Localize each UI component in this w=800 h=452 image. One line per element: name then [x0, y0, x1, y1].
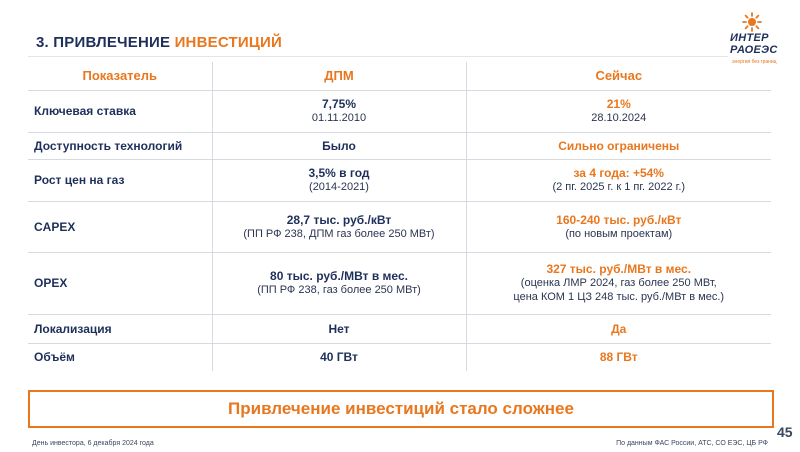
logo-line-2: РАОЕЭС	[730, 44, 778, 56]
now-cell: 88 ГВт	[465, 343, 771, 371]
now-cell: 21% 28.10.2024	[465, 90, 771, 133]
dpm-cell: 7,75% 01.11.2010	[211, 90, 466, 133]
dpm-value: 28,7 тыс. руб./кВт	[286, 212, 392, 227]
dpm-value: 3,5% в год	[308, 166, 370, 180]
row-label: Доступность технологий	[28, 132, 212, 160]
row-label: Локализация	[28, 314, 212, 344]
slide-title-accent: ИНВЕСТИЦИЙ	[174, 34, 282, 51]
row-label: Ключевая ставка	[28, 90, 212, 133]
row-label: Рост цен на газ	[28, 159, 212, 202]
now-value: 21%	[606, 97, 631, 111]
page-number: 45	[777, 424, 793, 440]
dpm-cell: 3,5% в год (2014-2021)	[211, 159, 466, 202]
slide-title: 3. ПРИВЛЕЧЕНИЕ ИНВЕСТИЦИЙ	[36, 34, 282, 51]
dpm-cell: 28,7 тыс. руб./кВт (ПП РФ 238, ДПМ газ б…	[211, 201, 466, 253]
now-cell: 160-240 тыс. руб./кВт (по новым проектам…	[465, 201, 771, 253]
header-dpm: ДПМ	[211, 62, 466, 91]
company-logo: ИНТЕР РАОЕЭС энергия без границ	[718, 12, 782, 68]
sun-logo-icon	[742, 12, 762, 32]
row-label: Объём	[34, 350, 75, 365]
table-row: Доступность технологий Было Сильно огран…	[28, 132, 771, 160]
dpm-note: (2014-2021)	[309, 181, 369, 193]
header-now: Сейчас	[465, 62, 771, 91]
now-value: за 4 года: +54%	[573, 166, 664, 180]
now-cell: Сильно ограничены	[465, 132, 771, 160]
now-value: Сильно ограничены	[558, 138, 680, 153]
dpm-cell: 80 тыс. руб./МВт в мес. (ПП РФ 238, газ …	[211, 252, 466, 315]
dpm-value: 80 тыс. руб./МВт в мес.	[270, 269, 408, 283]
dpm-cell: Нет	[211, 314, 466, 344]
table-row: Ключевая ставка 7,75% 01.11.2010 21% 28.…	[28, 90, 771, 133]
title-divider	[28, 56, 728, 57]
table-row: Локализация Нет Да	[28, 314, 771, 344]
dpm-value: Нет	[328, 321, 350, 336]
now-note-2: цена КОМ 1 ЦЗ 248 тыс. руб./МВт в мес.)	[513, 291, 725, 303]
now-value: 160-240 тыс. руб./кВт	[556, 212, 682, 227]
comparison-table: Показатель ДПМ Сейчас Ключевая ставка 7,…	[28, 62, 771, 371]
now-note: 28.10.2024	[591, 112, 647, 124]
dpm-cell: 40 ГВт	[211, 343, 466, 371]
dpm-note: (ПП РФ 238, ДПМ газ более 250 МВт)	[243, 227, 435, 240]
now-cell: за 4 года: +54% (2 пг. 2025 г. к 1 пг. 2…	[465, 159, 771, 202]
table-row: CAPEX 28,7 тыс. руб./кВт (ПП РФ 238, ДПМ…	[28, 201, 771, 253]
table-row: OPEX 80 тыс. руб./МВт в мес. (ПП РФ 238,…	[28, 252, 771, 315]
now-note: (2 пг. 2025 г. к 1 пг. 2022 г.)	[552, 181, 686, 193]
now-value: 88 ГВт	[599, 350, 638, 365]
row-label: OPEX	[28, 252, 212, 315]
dpm-note: (ПП РФ 238, газ более 250 МВт)	[257, 284, 421, 296]
slide-title-prefix: 3. ПРИВЛЕЧЕНИЕ	[36, 34, 175, 51]
logo-line-1: ИНТЕР	[730, 32, 769, 44]
now-cell: 327 тыс. руб./МВт в мес. (оценка ЛМР 202…	[465, 252, 771, 315]
dpm-value: Было	[322, 138, 356, 153]
dpm-note: 01.11.2010	[311, 112, 367, 124]
row-label: CAPEX	[28, 201, 212, 253]
now-cell: Да	[465, 314, 771, 344]
now-value: Да	[611, 321, 627, 336]
table-header-row: Показатель ДПМ Сейчас	[28, 62, 771, 91]
now-note: (по новым проектам)	[565, 227, 673, 240]
dpm-value: 7,75%	[321, 97, 357, 111]
conclusion-callout: Привлечение инвестиций стало сложнее	[28, 390, 774, 428]
table-row: Рост цен на газ 3,5% в год (2014-2021) з…	[28, 159, 771, 202]
dpm-value: 40 ГВт	[320, 350, 358, 365]
header-indicator: Показатель	[28, 62, 212, 91]
now-note: (оценка ЛМР 2024, газ более 250 МВт,	[520, 277, 717, 289]
now-value: 327 тыс. руб./МВт в мес.	[546, 262, 692, 276]
dpm-cell: Было	[211, 132, 466, 160]
footer-source: По данным ФАС России, АТС, СО ЕЭС, ЦБ РФ	[616, 440, 768, 447]
footer-event: День инвестора, 6 декабря 2024 года	[32, 440, 154, 447]
table-row: Объём 40 ГВт 88 ГВт	[28, 343, 771, 371]
